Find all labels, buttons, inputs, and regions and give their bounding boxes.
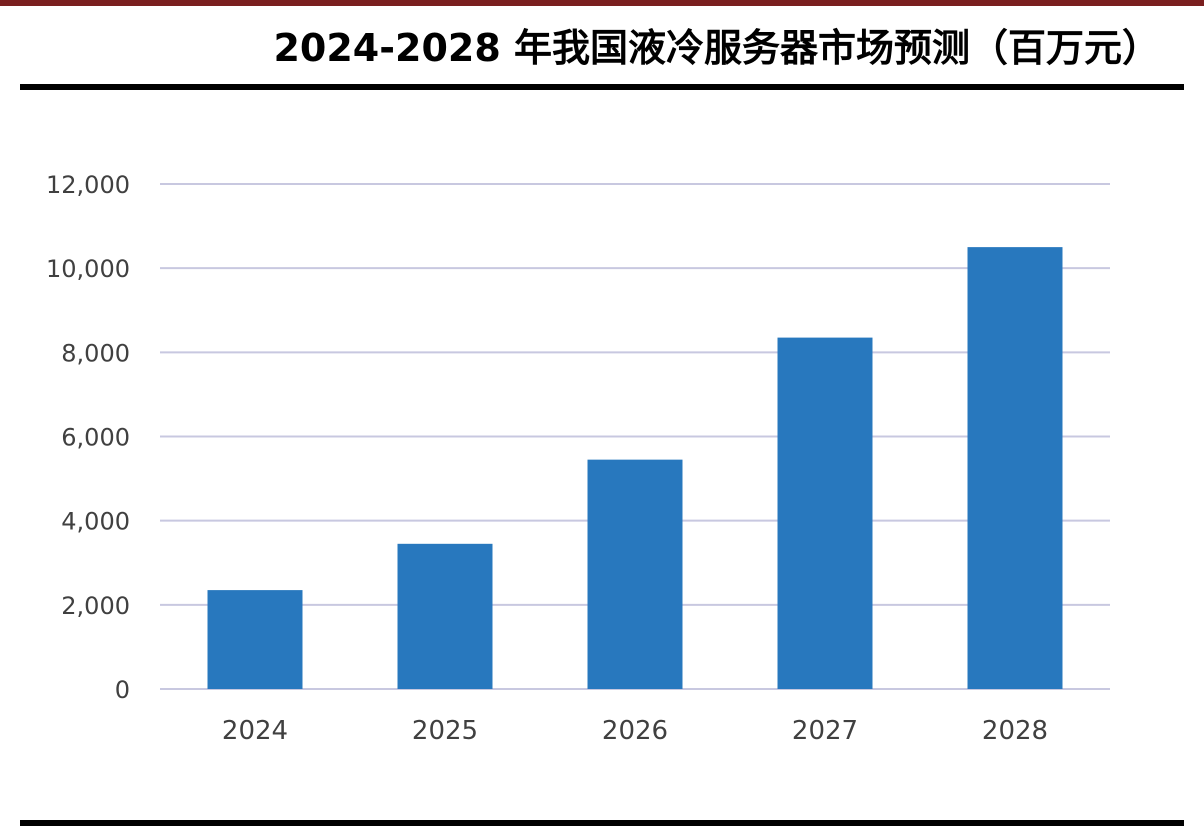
bottom-rule <box>20 820 1184 826</box>
bar-2028 <box>967 247 1063 689</box>
y-axis-tick-labels: 0 2,000 4,000 6,000 8,000 10,000 12,000 <box>46 171 130 704</box>
bar-2024 <box>207 590 303 689</box>
x-tick-label: 2024 <box>222 716 288 746</box>
y-tick-label: 10,000 <box>46 255 130 283</box>
x-axis-tick-labels: 2024 2025 2026 2027 2028 <box>222 716 1048 746</box>
bars <box>207 247 1063 689</box>
x-tick-label: 2026 <box>602 716 668 746</box>
x-tick-label: 2028 <box>982 716 1048 746</box>
y-tick-label: 4,000 <box>61 508 130 536</box>
bar-2025 <box>397 543 493 689</box>
y-tick-label: 12,000 <box>46 171 130 199</box>
y-tick-label: 2,000 <box>61 592 130 620</box>
page-title: 2024-2028 年我国液冷服务器市场预测（百万元） <box>273 26 1160 70</box>
title-underline <box>20 84 1184 90</box>
bar-2027 <box>777 337 873 689</box>
top-accent-bar <box>0 0 1204 6</box>
x-tick-label: 2025 <box>412 716 478 746</box>
y-tick-label: 8,000 <box>61 339 130 367</box>
y-tick-label: 0 <box>115 676 130 704</box>
bar-2026 <box>587 459 683 689</box>
y-tick-label: 6,000 <box>61 424 130 452</box>
x-tick-label: 2027 <box>792 716 858 746</box>
